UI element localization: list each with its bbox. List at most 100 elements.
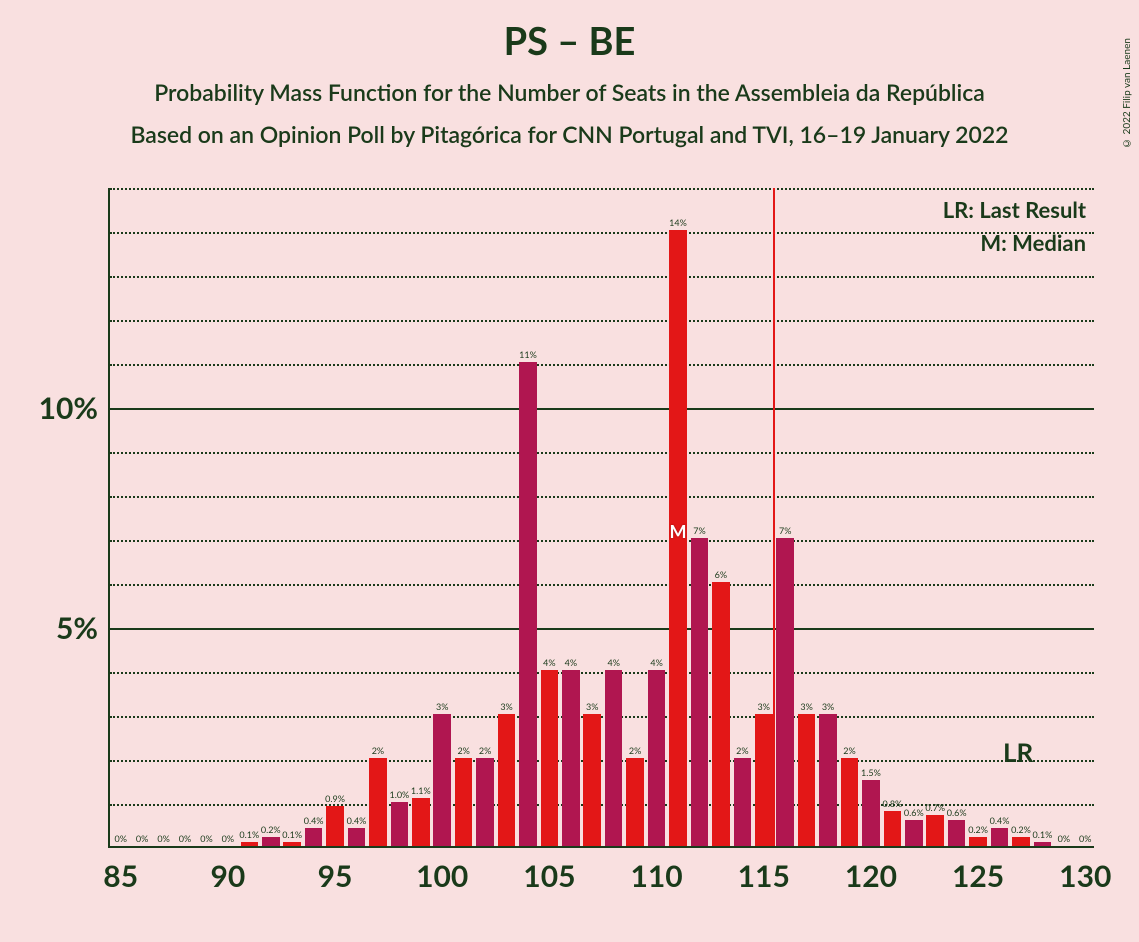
grid-minor [110, 540, 1094, 542]
bar: 1.1% [412, 798, 430, 846]
bar: 0.6% [905, 820, 923, 846]
chart-area: LR: Last Result M: Median LR 5%10%859095… [108, 188, 1094, 848]
bar: 0.7% [926, 815, 944, 846]
x-axis-label: 120 [845, 846, 897, 894]
bar: 0.8% [884, 811, 902, 846]
bar: 3% [583, 714, 601, 846]
x-axis-label: 90 [210, 846, 245, 894]
chart-subtitle-2: Based on an Opinion Poll by Pitagórica f… [0, 120, 1139, 148]
bar: 2% [734, 758, 752, 846]
bar: 3% [755, 714, 773, 846]
bar: 2% [476, 758, 494, 846]
bar-value-label: 11% [519, 349, 537, 360]
x-axis-label: 100 [416, 846, 468, 894]
bar: 0.1% [241, 842, 259, 846]
bar: 3% [819, 714, 837, 846]
bar-value-label: 0% [157, 833, 169, 844]
x-axis-label: 105 [523, 846, 575, 894]
bar-value-label: 3% [822, 701, 834, 712]
lr-marker-line [773, 188, 775, 846]
bar: 2% [626, 758, 644, 846]
grid-minor [110, 320, 1094, 322]
bar-value-label: 6% [715, 569, 727, 580]
bar: 2% [369, 758, 387, 846]
bar: 0.1% [283, 842, 301, 846]
grid-minor [110, 188, 1094, 190]
bar-value-label: 0% [200, 833, 212, 844]
bar: 6% [712, 582, 730, 846]
bar-value-label: 14% [669, 217, 687, 228]
bar-value-label: 0% [222, 833, 234, 844]
chart-subtitle-1: Probability Mass Function for the Number… [0, 78, 1139, 106]
bar: 4% [562, 670, 580, 846]
bar-value-label: 3% [586, 701, 598, 712]
bar-value-label: 0% [1058, 833, 1070, 844]
bar-value-label: 4% [565, 657, 577, 668]
bar-value-label: 1.5% [861, 767, 881, 778]
bar-value-label: 0.2% [968, 824, 988, 835]
grid-minor [110, 496, 1094, 498]
bar-value-label: 0.2% [261, 824, 281, 835]
bar: 0.2% [262, 837, 280, 846]
bar-value-label: 3% [500, 701, 512, 712]
bar-value-label: 3% [800, 701, 812, 712]
bar-value-label: 4% [607, 657, 619, 668]
bar-value-label: 0% [136, 833, 148, 844]
bar: 3% [433, 714, 451, 846]
bar-value-label: 0.1% [282, 829, 302, 840]
bar-value-label: 0.6% [904, 807, 924, 818]
bar-value-label: 1.0% [389, 789, 409, 800]
bar-value-label: 2% [736, 745, 748, 756]
grid-minor [110, 276, 1094, 278]
bar-value-label: 0.4% [304, 815, 324, 826]
bar-value-label: 0.8% [882, 798, 902, 809]
bar-value-label: 0.4% [347, 815, 367, 826]
bar: 4% [541, 670, 559, 846]
x-axis-label: 110 [630, 846, 682, 894]
lr-label: LR [1003, 736, 1033, 768]
y-axis-label: 5% [56, 610, 110, 646]
bar-value-label: 0% [179, 833, 191, 844]
grid-minor [110, 716, 1094, 718]
bar-value-label: 2% [629, 745, 641, 756]
bar-value-label: 0% [1079, 833, 1091, 844]
bar-value-label: 0.4% [990, 815, 1010, 826]
bar: 4% [648, 670, 666, 846]
bar-value-label: 0.2% [1011, 824, 1031, 835]
chart-title: PS – BE [0, 18, 1139, 64]
bar-value-label: 2% [843, 745, 855, 756]
bar-value-label: 4% [650, 657, 662, 668]
bar: 7% [691, 538, 709, 846]
legend-lr: LR: Last Result [943, 196, 1086, 223]
bar-value-label: 4% [543, 657, 555, 668]
bar-value-label: 0.1% [1033, 829, 1053, 840]
x-axis-label: 115 [738, 846, 790, 894]
grid-minor [110, 672, 1094, 674]
grid-major [110, 408, 1094, 410]
grid-major [110, 628, 1094, 630]
bar-value-label: 0.7% [925, 802, 945, 813]
grid-minor [110, 760, 1094, 762]
bar: 1.5% [862, 780, 880, 846]
x-axis-label: 85 [103, 846, 138, 894]
grid-minor [110, 584, 1094, 586]
bar: 1.0% [391, 802, 409, 846]
bar: 0.4% [991, 828, 1009, 846]
bar: 0.4% [305, 828, 323, 846]
bar: 0.6% [948, 820, 966, 846]
bar-value-label: 0.1% [239, 829, 259, 840]
bar: 2% [455, 758, 473, 846]
bar: 11% [519, 362, 537, 846]
grid-minor [110, 364, 1094, 366]
bar-value-label: 1.1% [411, 785, 431, 796]
bar: 0.2% [969, 837, 987, 846]
bar-value-label: 0.9% [325, 793, 345, 804]
legend-block: LR: Last Result M: Median [943, 196, 1086, 256]
bar-value-label: 2% [457, 745, 469, 756]
bar: 3% [798, 714, 816, 846]
bar-value-label: 7% [693, 525, 705, 536]
bar: 2% [841, 758, 859, 846]
bar-value-label: 3% [758, 701, 770, 712]
bar: 3% [498, 714, 516, 846]
plot-area: LR: Last Result M: Median LR 5%10%859095… [108, 188, 1094, 848]
